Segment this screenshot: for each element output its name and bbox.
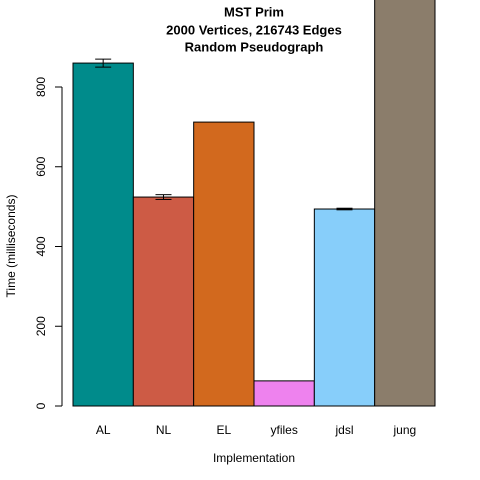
y-tick-label: 800: [34, 77, 48, 97]
bar: [132, 196, 195, 407]
bar: [313, 208, 376, 407]
bar: [193, 121, 255, 407]
chart-title: Random Pseudograph: [185, 39, 324, 54]
y-tick-label: 0: [34, 402, 48, 409]
x-tick-label: NL: [156, 423, 172, 437]
x-tick-label: AL: [96, 423, 111, 437]
x-tick-label: yfiles: [270, 423, 297, 437]
y-tick-label: 400: [34, 236, 48, 256]
bar: [72, 62, 134, 407]
bar: [374, 0, 436, 407]
x-tick-label: EL: [216, 423, 231, 437]
x-tick-label: jdsl: [334, 423, 353, 437]
x-axis-label: Implementation: [213, 451, 295, 465]
error-bar: [336, 207, 353, 211]
y-tick-label: 200: [34, 316, 48, 336]
y-axis-label: Time (milliseconds): [4, 195, 18, 298]
y-tick-label: 600: [34, 156, 48, 176]
chart-title: MST Prim: [224, 4, 284, 19]
chart-title: 2000 Vertices, 216743 Edges: [166, 22, 342, 37]
x-tick-label: jung: [392, 423, 416, 437]
error-bar: [155, 194, 172, 200]
bar: [253, 380, 315, 407]
error-bar: [95, 58, 112, 68]
